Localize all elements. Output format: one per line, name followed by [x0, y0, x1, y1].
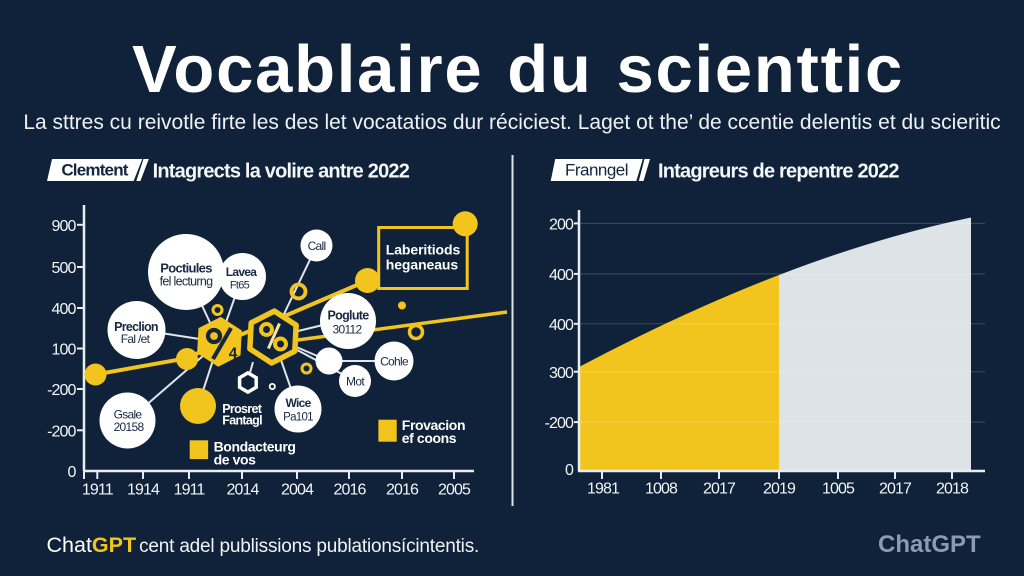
- svg-text:200: 200: [549, 217, 574, 234]
- svg-text:2016: 2016: [334, 482, 367, 499]
- svg-text:Clemtent: Clemtent: [61, 161, 128, 180]
- svg-text:Bondacteurg: Bondacteurg: [214, 439, 296, 455]
- svg-text:-200: -200: [47, 382, 76, 399]
- svg-text:Call: Call: [308, 239, 326, 253]
- svg-text:Laberitiods: Laberitiods: [386, 242, 461, 258]
- svg-text:1911: 1911: [174, 482, 206, 499]
- svg-text:Poglute: Poglute: [328, 309, 370, 323]
- svg-text:2004: 2004: [281, 482, 314, 499]
- svg-text:Intagrects la volire antre 202: Intagrects la volire antre 2022: [153, 161, 410, 183]
- svg-text:Cohle: Cohle: [380, 355, 409, 369]
- svg-text:Mot: Mot: [346, 375, 365, 389]
- svg-text:0: 0: [68, 464, 77, 481]
- svg-text:Franngel: Franngel: [565, 161, 628, 180]
- svg-text:-200: -200: [545, 415, 574, 432]
- svg-text:2016: 2016: [386, 482, 419, 499]
- svg-text:400: 400: [549, 317, 574, 334]
- svg-text:Prosret: Prosret: [222, 402, 262, 416]
- svg-text:2017: 2017: [703, 481, 736, 498]
- svg-text:ef coons: ef coons: [402, 430, 457, 446]
- svg-text:0: 0: [565, 462, 574, 479]
- svg-text:2018: 2018: [936, 481, 969, 498]
- svg-text:ChatGPT: ChatGPT: [878, 531, 981, 558]
- svg-text:1981: 1981: [587, 481, 620, 498]
- svg-text:Wice: Wice: [285, 396, 311, 410]
- svg-text:Intagreurs de repentre 2022: Intagreurs de repentre 2022: [658, 161, 899, 183]
- svg-text:400: 400: [52, 301, 77, 318]
- svg-text:400: 400: [549, 267, 574, 284]
- svg-text:4: 4: [229, 346, 238, 363]
- svg-text:Fantagl: Fantagl: [222, 414, 262, 428]
- svg-text:de vos: de vos: [214, 452, 257, 468]
- svg-text:100: 100: [52, 342, 77, 359]
- svg-text:heganeaus: heganeaus: [386, 257, 459, 273]
- svg-text:2014: 2014: [227, 482, 260, 499]
- svg-text:900: 900: [52, 218, 77, 235]
- svg-text:Preclion: Preclion: [114, 320, 158, 334]
- svg-text:Gsale: Gsale: [114, 408, 143, 422]
- svg-text:Lavea: Lavea: [226, 265, 258, 279]
- svg-text:1914: 1914: [127, 482, 160, 499]
- svg-text:2019: 2019: [763, 481, 796, 498]
- svg-text:2005: 2005: [438, 482, 471, 499]
- svg-text:Ft65: Ft65: [230, 280, 250, 292]
- svg-text:1008: 1008: [645, 481, 678, 498]
- svg-text:La sttres cu reivotle firte le: La sttres cu reivotle firte les des let …: [23, 111, 1000, 134]
- svg-text:Pa101: Pa101: [283, 412, 313, 424]
- svg-text:-200: -200: [47, 424, 76, 441]
- svg-text:Poctiules: Poctiules: [160, 261, 212, 276]
- svg-text:Frovacion: Frovacion: [402, 417, 465, 433]
- svg-text:Fal /et: Fal /et: [121, 332, 151, 346]
- svg-text:300: 300: [549, 365, 574, 382]
- svg-text:20158: 20158: [114, 420, 145, 434]
- svg-text:Vocablaire du scienttic: Vocablaire du scienttic: [132, 32, 904, 107]
- svg-text:500: 500: [52, 260, 77, 277]
- svg-text:1911: 1911: [82, 482, 114, 499]
- svg-text:30112: 30112: [333, 323, 363, 337]
- svg-text:2017: 2017: [879, 481, 912, 498]
- svg-text:1005: 1005: [822, 481, 855, 498]
- svg-text:fel lecturng: fel lecturng: [160, 275, 213, 289]
